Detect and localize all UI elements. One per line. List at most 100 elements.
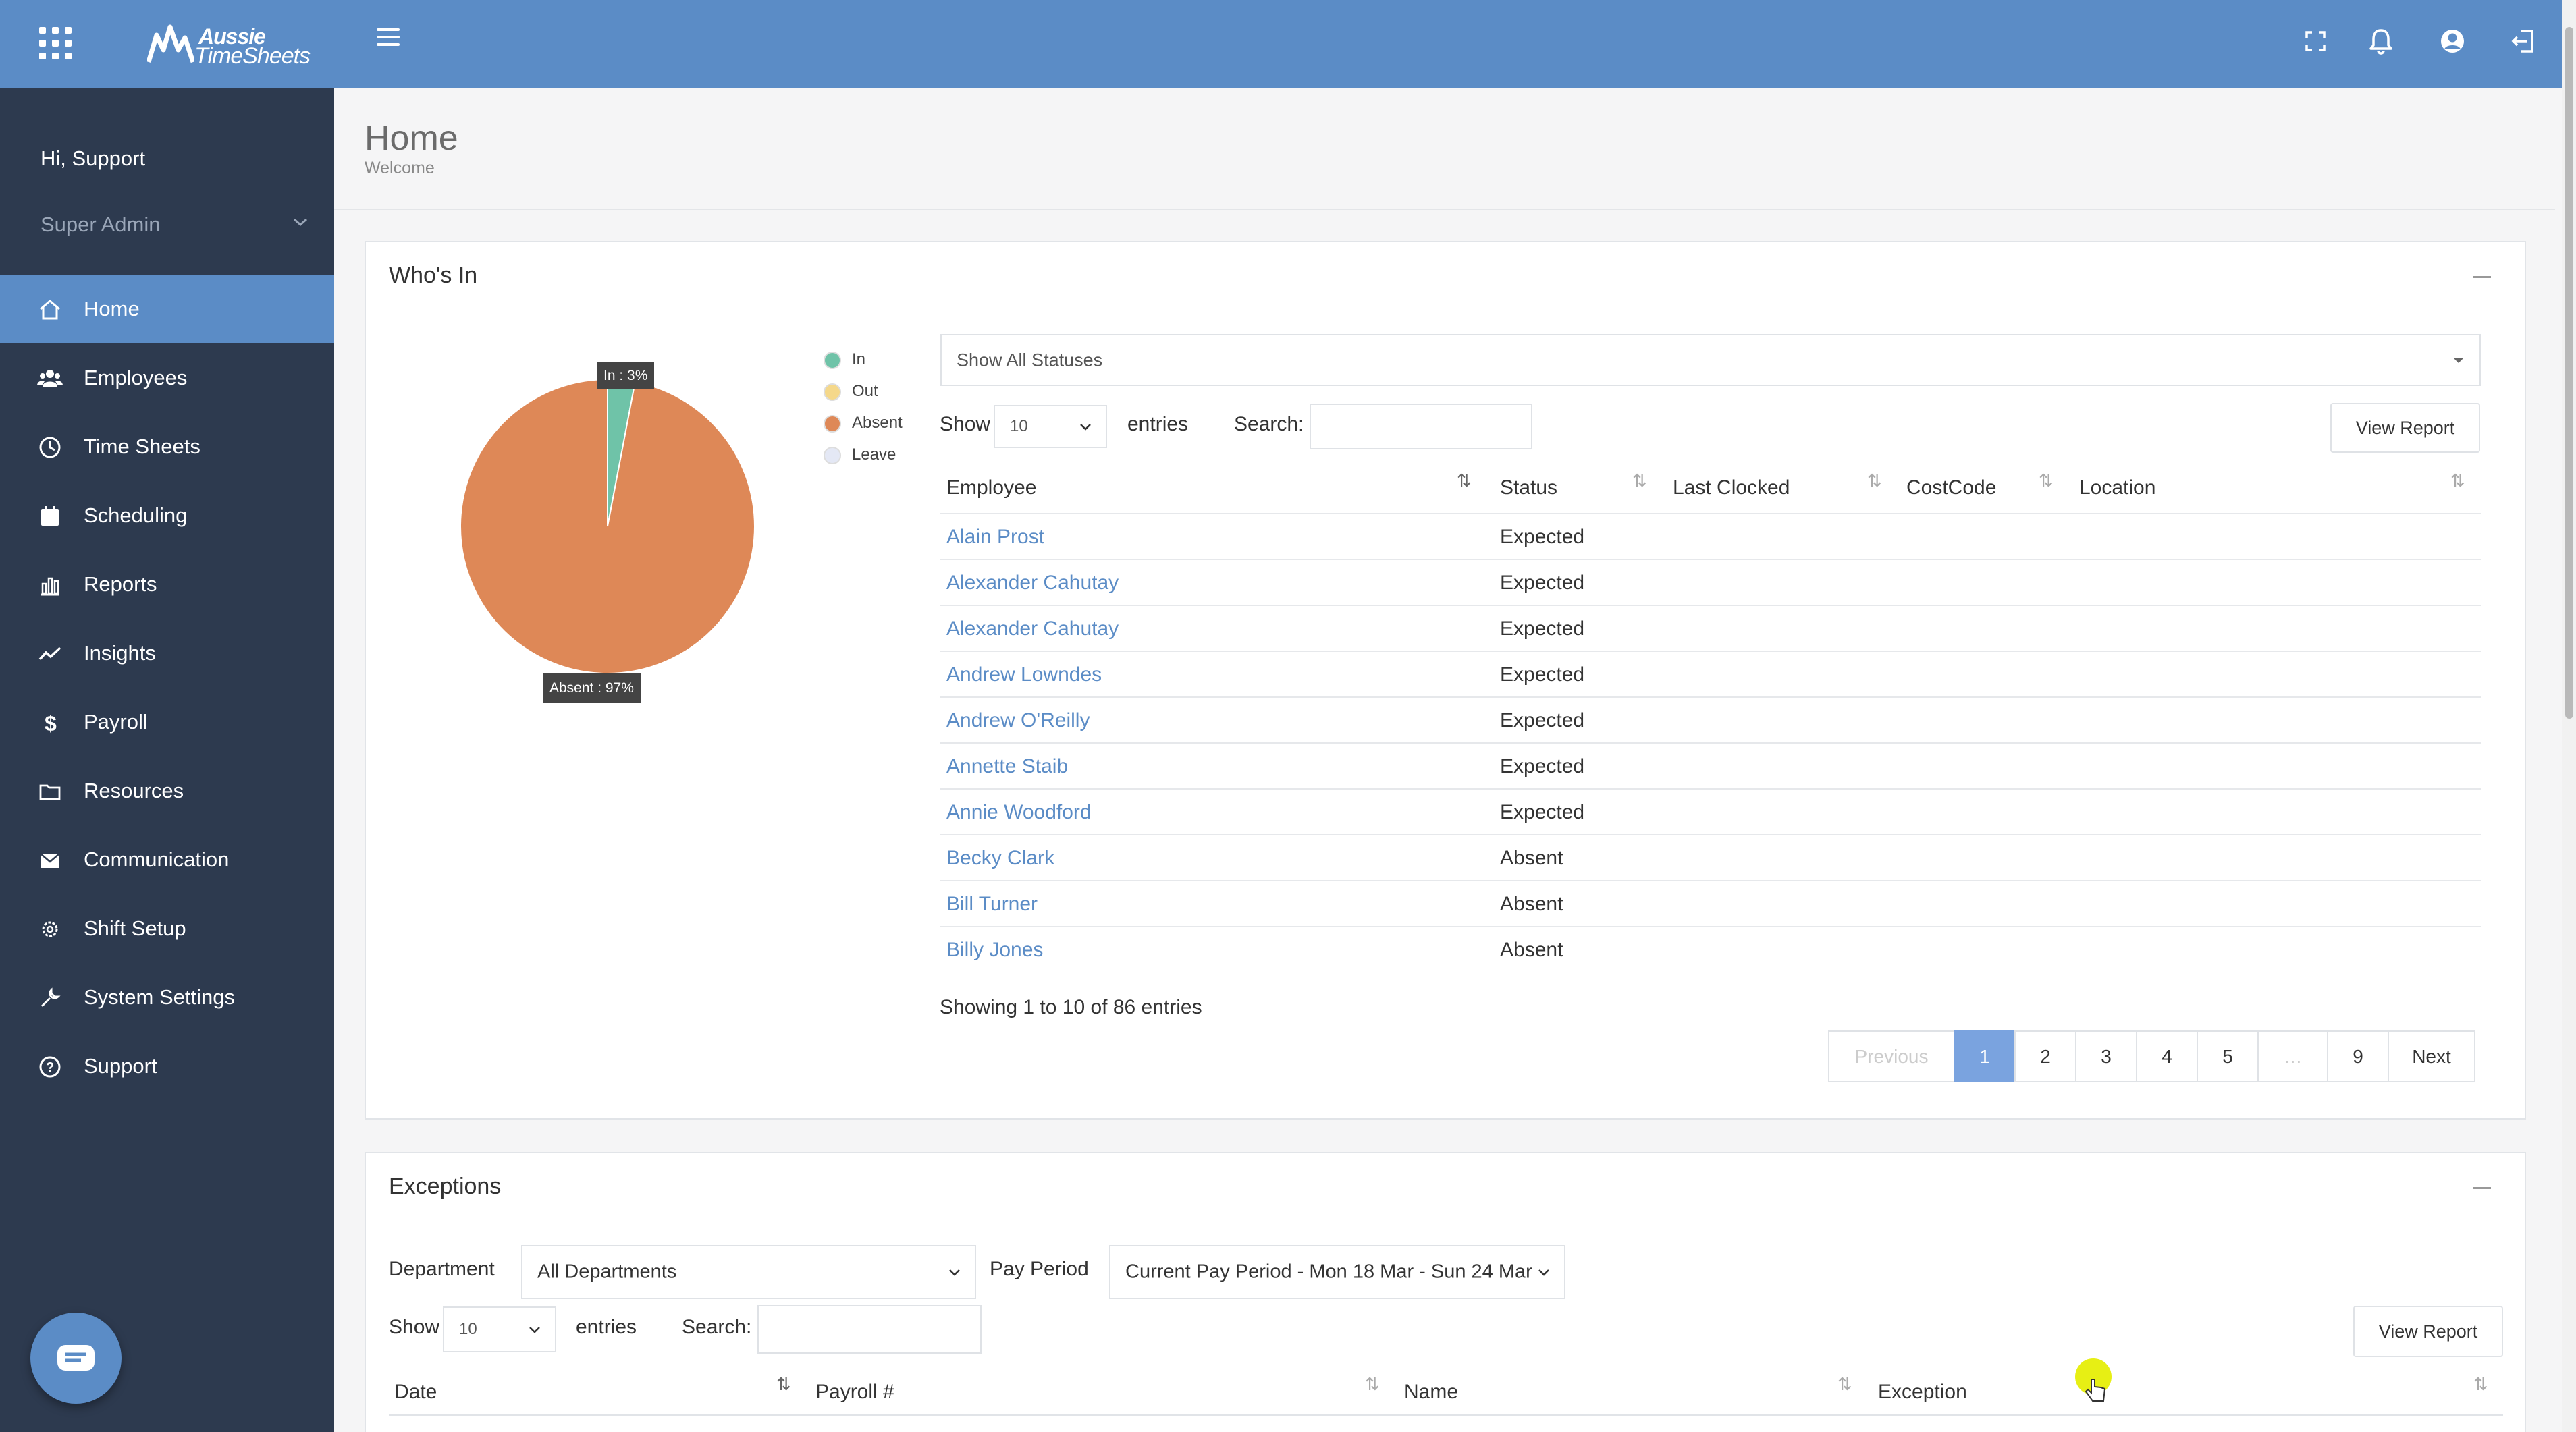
employee-link[interactable]: Annie Woodford [946,801,1092,823]
col-employee[interactable]: Employee [946,476,1037,499]
fullscreen-icon[interactable] [2299,24,2332,58]
col-exception[interactable]: Exception [1878,1381,1967,1403]
employee-link[interactable]: Andrew Lowndes [946,663,1102,686]
sidebar-item-label: Payroll [84,710,148,734]
sidebar-item-support[interactable]: ? Support [0,1032,334,1101]
status-filter-value: Show All Statuses [957,350,1103,370]
sidebar-item-employees[interactable]: Employees [0,343,334,412]
logout-icon[interactable] [2506,24,2540,58]
collapse-icon[interactable] [2473,1187,2491,1189]
logo[interactable]: Aussie TimeSheets [147,13,311,74]
scrollbar-thumb[interactable] [2565,27,2573,719]
status-cell: Expected [1500,526,1585,548]
sidebar-item-communication[interactable]: Communication [0,825,334,894]
sidebar-item-label: Support [84,1054,157,1078]
employee-link[interactable]: Billy Jones [946,939,1044,961]
sort-icon[interactable]: ⇅ [1837,1374,1852,1394]
legend-item-absent[interactable]: Absent [824,410,903,441]
search-input[interactable] [1310,404,1532,449]
col-name[interactable]: Name [1404,1381,1459,1403]
bar-chart-icon [41,577,59,596]
chevron-down-icon [949,1269,960,1276]
col-last-clocked[interactable]: Last Clocked [1673,476,1790,499]
employee-link[interactable]: Alain Prost [946,526,1045,548]
bell-icon[interactable] [2364,24,2398,58]
sidebar-item-label: System Settings [84,985,235,1009]
sidebar-item-label: Time Sheets [84,435,200,458]
col-location[interactable]: Location [2079,476,2156,499]
collapse-icon[interactable] [2473,276,2491,278]
table-row: Andrew Lowndes Expected [940,651,2481,696]
card-title: Exceptions [389,1174,502,1199]
legend-label: In [852,350,866,368]
status-filter-select[interactable]: Show All Statuses [940,334,2481,386]
sidebar-item-time-sheets[interactable]: Time Sheets [0,412,334,481]
page-subtitle: Welcome [365,159,435,177]
pay-period-select[interactable]: Current Pay Period - Mon 18 Mar - Sun 24… [1109,1245,1565,1299]
sidebar-item-shift-setup[interactable]: Shift Setup [0,894,334,963]
sort-icon[interactable]: ⇅ [2039,470,2054,491]
table-row: Alain Prost Expected [940,513,2481,559]
search-input[interactable] [757,1305,982,1354]
sidebar-item-scheduling[interactable]: Scheduling [0,481,334,550]
page-2-button[interactable]: 2 [2014,1030,2076,1082]
sort-icon[interactable]: ⇅ [1867,470,1882,491]
sidebar-item-home[interactable]: Home [0,275,334,343]
sort-icon[interactable]: ⇅ [1365,1374,1380,1394]
sort-asc-icon[interactable]: ⇅ [776,1374,791,1394]
sidebar-item-label: Scheduling [84,503,188,527]
legend-item-leave[interactable]: Leave [824,441,903,473]
menu-icon[interactable] [377,28,400,49]
page-1-button[interactable]: 1 [1954,1030,2016,1082]
table-row: Andrew O'Reilly Expected [940,696,2481,742]
previous-button[interactable]: Previous [1828,1030,1955,1082]
pie-slice-absent[interactable] [460,378,755,674]
employee-link[interactable]: Alexander Cahutay [946,572,1119,594]
sidebar-item-payroll[interactable]: $ Payroll [0,688,334,756]
col-date[interactable]: Date [394,1381,437,1403]
employee-link[interactable]: Alexander Cahutay [946,617,1119,640]
page-5-button[interactable]: 5 [2197,1030,2259,1082]
chat-button[interactable] [30,1313,122,1404]
next-button[interactable]: Next [2388,1030,2475,1082]
apps-grid-icon[interactable] [39,27,72,59]
sort-asc-icon[interactable]: ⇅ [1457,470,1472,491]
col-status[interactable]: Status [1500,476,1558,499]
status-cell: Absent [1500,847,1563,869]
sidebar-item-label: Resources [84,779,184,802]
pay-period-label: Pay Period [990,1258,1089,1280]
department-value: All Departments [537,1261,677,1283]
status-cell: Absent [1500,939,1563,961]
logo-mark-icon [147,24,194,63]
table-header-divider [389,1414,2503,1416]
sort-icon[interactable]: ⇅ [2473,1374,2488,1394]
department-select[interactable]: All Departments [521,1245,976,1299]
col-payroll[interactable]: Payroll # [815,1381,894,1403]
page-3-button[interactable]: 3 [2075,1030,2137,1082]
top-bar: Aussie TimeSheets [0,0,2576,88]
status-cell: Expected [1500,572,1585,594]
legend-item-in[interactable]: In [824,346,903,378]
entries-select[interactable]: 10 [443,1306,556,1352]
sidebar-item-system-settings[interactable]: System Settings [0,963,334,1032]
view-report-button[interactable]: View Report [2353,1306,2503,1357]
entries-select[interactable]: 10 [994,405,1107,448]
sort-icon[interactable]: ⇅ [1632,470,1647,491]
sort-icon[interactable]: ⇅ [2450,470,2465,491]
sidebar-item-resources[interactable]: Resources [0,756,334,825]
col-costcode[interactable]: CostCode [1906,476,1997,499]
status-cell: Expected [1500,617,1585,640]
page-4-button[interactable]: 4 [2136,1030,2198,1082]
employee-link[interactable]: Andrew O'Reilly [946,709,1090,732]
employee-link[interactable]: Becky Clark [946,847,1055,869]
legend-item-out[interactable]: Out [824,378,903,410]
sidebar-item-insights[interactable]: Insights [0,619,334,688]
role-dropdown[interactable]: Super Admin [41,213,161,236]
user-icon[interactable] [2436,24,2469,58]
view-report-button[interactable]: View Report [2330,403,2480,453]
page-9-button[interactable]: 9 [2327,1030,2389,1082]
employee-link[interactable]: Bill Turner [946,893,1038,915]
sidebar-item-reports[interactable]: Reports [0,550,334,619]
chevron-down-icon[interactable] [292,215,309,229]
employee-link[interactable]: Annette Staib [946,755,1069,777]
